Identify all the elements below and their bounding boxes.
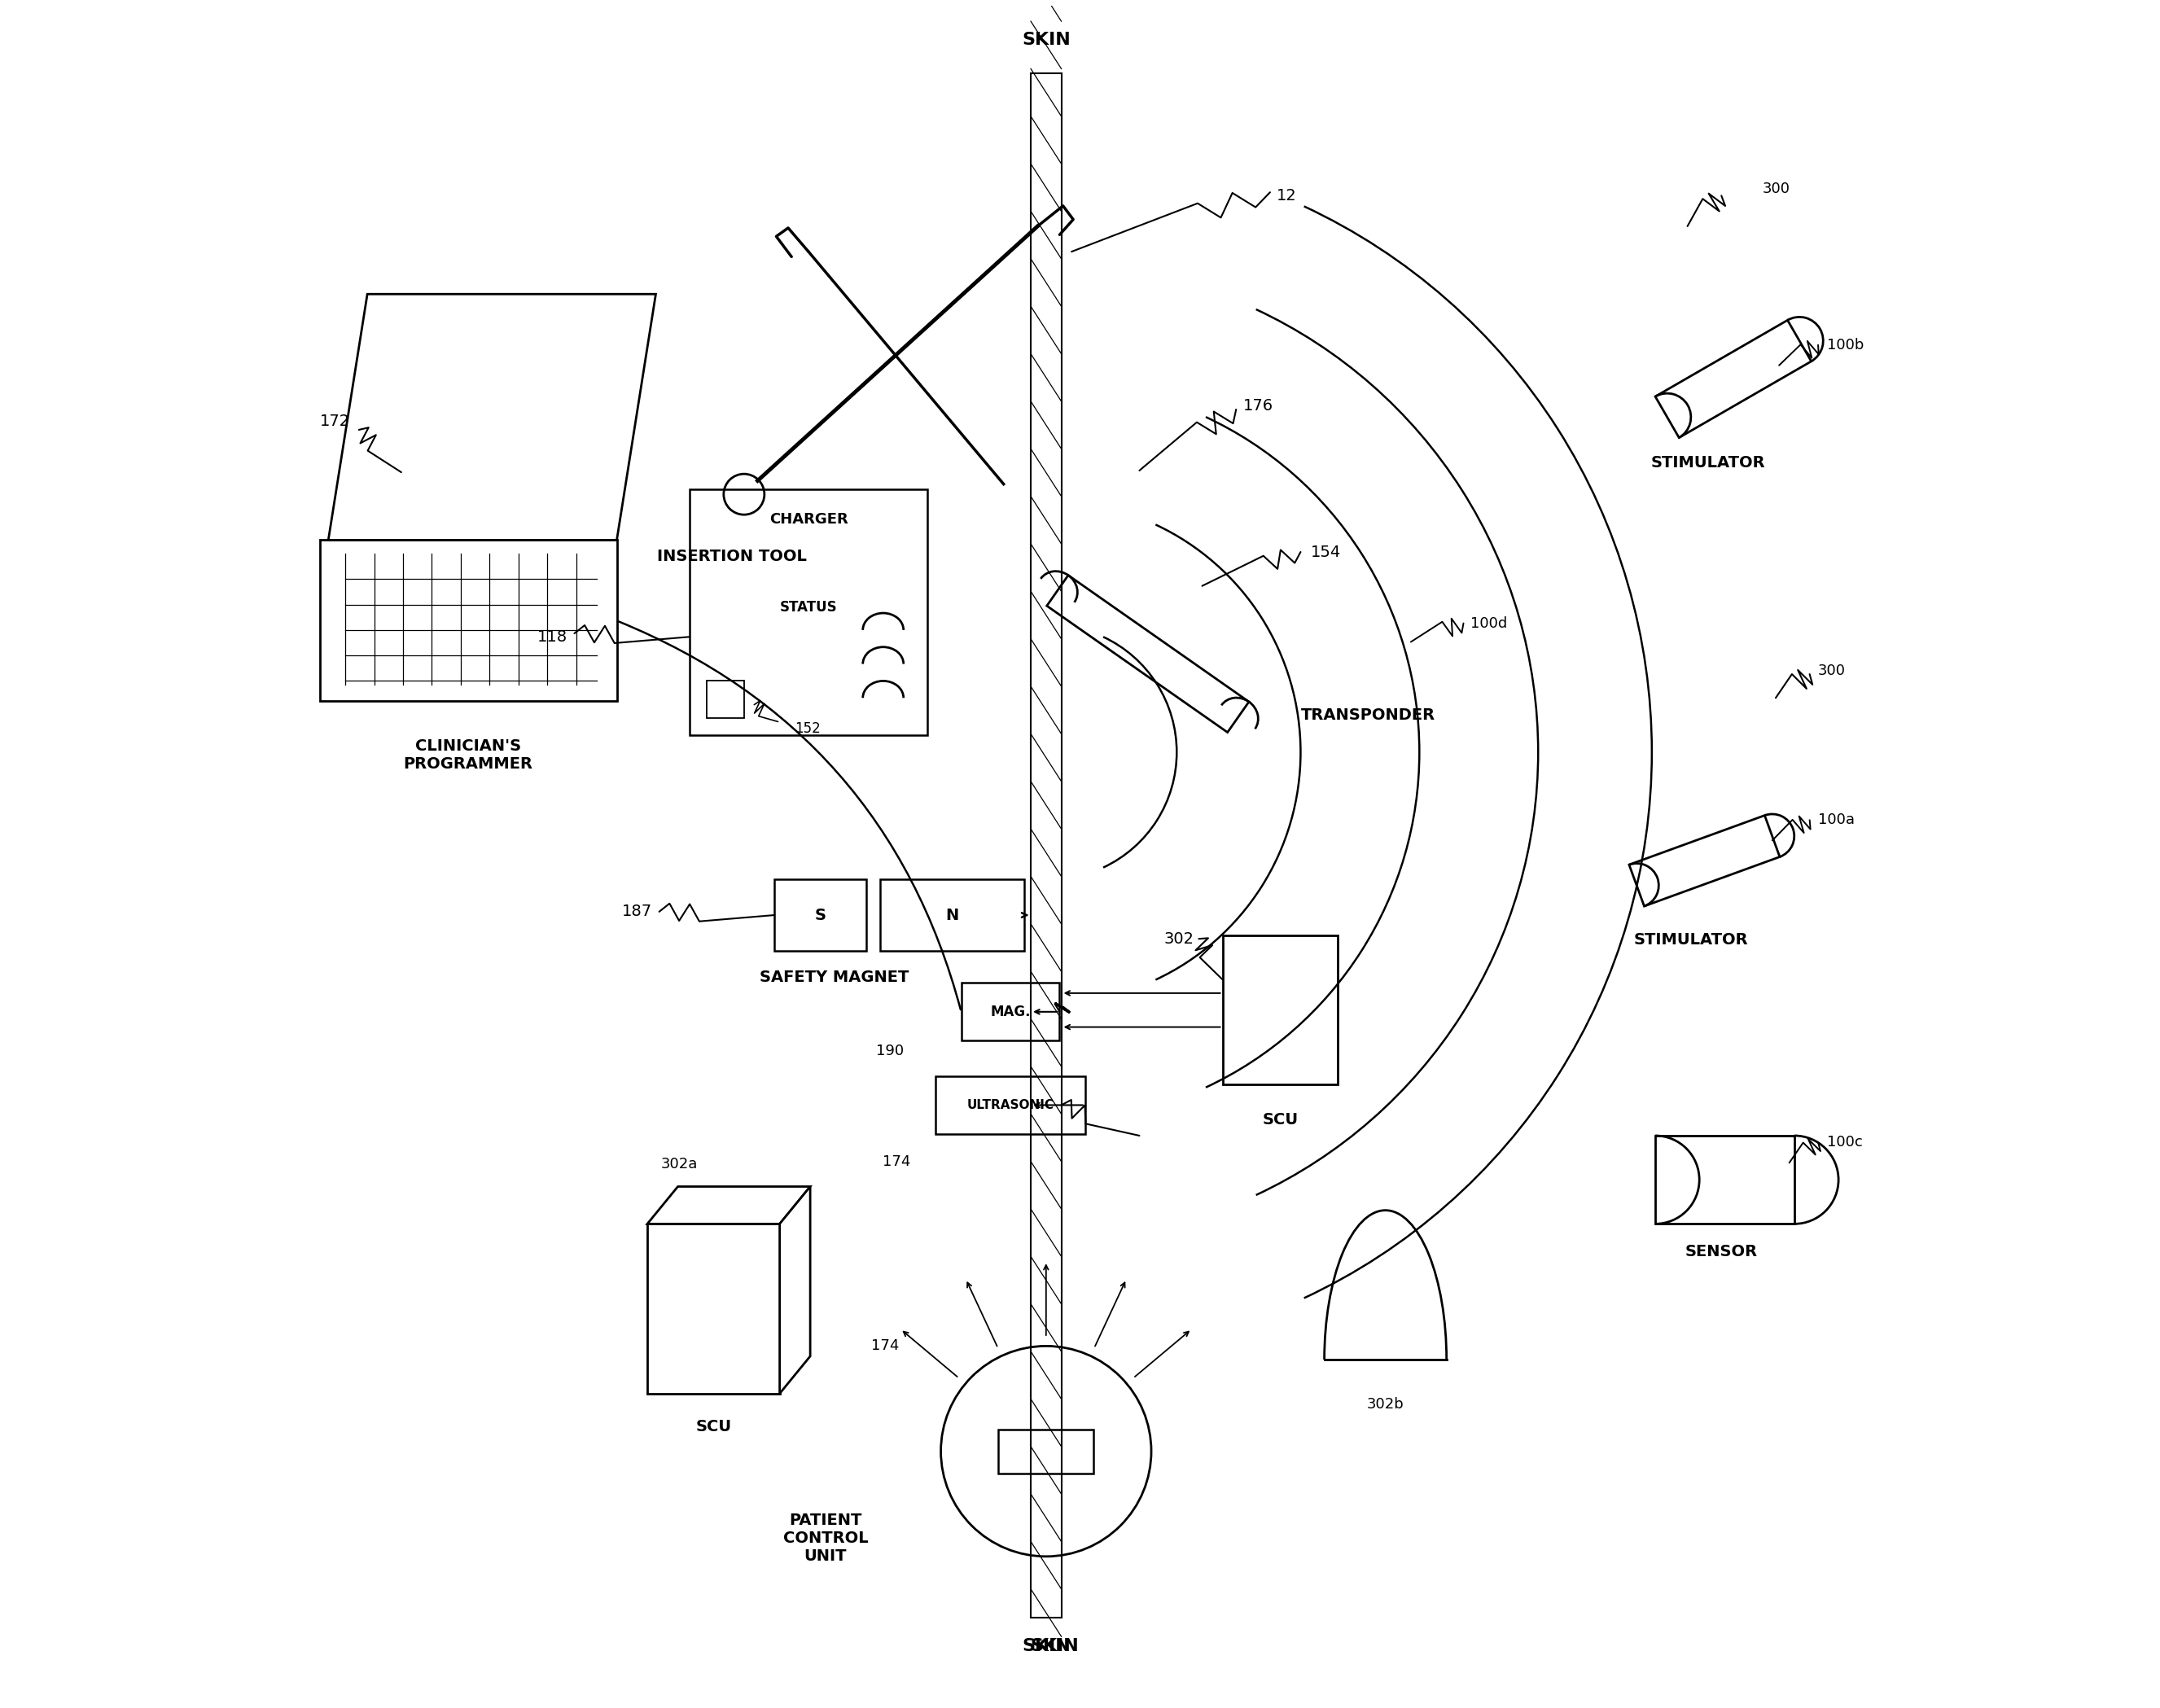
Bar xyxy=(648,1225,780,1394)
Text: STATUS: STATUS xyxy=(780,600,838,615)
Bar xyxy=(1223,936,1337,1085)
Bar xyxy=(998,1430,1093,1474)
Text: SENSOR: SENSOR xyxy=(1685,1243,1758,1261)
Text: SCU: SCU xyxy=(1261,1112,1298,1127)
Polygon shape xyxy=(780,1187,810,1394)
Text: 302a: 302a xyxy=(661,1156,698,1172)
Text: S: S xyxy=(814,907,825,922)
Text: 176: 176 xyxy=(1242,398,1272,413)
Text: 154: 154 xyxy=(1311,545,1341,560)
Text: 100b: 100b xyxy=(1827,338,1864,352)
Text: CLINICIAN'S
PROGRAMMER: CLINICIAN'S PROGRAMMER xyxy=(404,738,534,772)
Text: CHARGER: CHARGER xyxy=(769,512,849,528)
Text: 100c: 100c xyxy=(1827,1136,1862,1149)
Bar xyxy=(706,681,743,719)
Bar xyxy=(689,488,927,734)
Text: STIMULATOR: STIMULATOR xyxy=(1633,933,1747,948)
Text: STIMULATOR: STIMULATOR xyxy=(1650,456,1765,471)
Text: 118: 118 xyxy=(538,629,568,644)
Text: INSERTION TOOL: INSERTION TOOL xyxy=(657,548,808,564)
Polygon shape xyxy=(328,294,657,540)
Text: SCU: SCU xyxy=(696,1419,732,1435)
Text: SAFETY MAGNET: SAFETY MAGNET xyxy=(760,970,909,986)
Text: 174: 174 xyxy=(870,1339,899,1353)
Text: 172: 172 xyxy=(320,413,350,429)
Polygon shape xyxy=(648,1187,810,1225)
Bar xyxy=(935,1076,1084,1134)
Text: ULTRASONIC: ULTRASONIC xyxy=(968,1098,1054,1112)
Text: 174: 174 xyxy=(883,1155,912,1168)
Text: 12: 12 xyxy=(1277,188,1296,203)
Text: 100a: 100a xyxy=(1819,813,1855,827)
Text: 152: 152 xyxy=(795,722,821,736)
Bar xyxy=(1030,73,1061,1617)
Text: 190: 190 xyxy=(877,1044,903,1059)
Bar xyxy=(320,540,618,702)
Text: SKIN: SKIN xyxy=(1030,1638,1078,1653)
Text: N: N xyxy=(946,907,959,922)
Bar xyxy=(961,982,1061,1040)
Text: TRANSPONDER: TRANSPONDER xyxy=(1300,707,1434,722)
Bar xyxy=(879,880,1024,951)
Text: 302b: 302b xyxy=(1367,1397,1404,1411)
Text: 187: 187 xyxy=(622,904,652,919)
Text: MAG.: MAG. xyxy=(989,1004,1030,1020)
Text: 100d: 100d xyxy=(1471,617,1508,630)
Text: 300: 300 xyxy=(1763,181,1791,196)
Text: SKIN: SKIN xyxy=(1022,1638,1071,1653)
Text: PATIENT
CONTROL
UNIT: PATIENT CONTROL UNIT xyxy=(782,1512,868,1563)
Text: 302: 302 xyxy=(1164,931,1194,946)
Text: SKIN: SKIN xyxy=(1022,32,1071,48)
Text: 300: 300 xyxy=(1819,663,1847,678)
Bar xyxy=(775,880,866,951)
